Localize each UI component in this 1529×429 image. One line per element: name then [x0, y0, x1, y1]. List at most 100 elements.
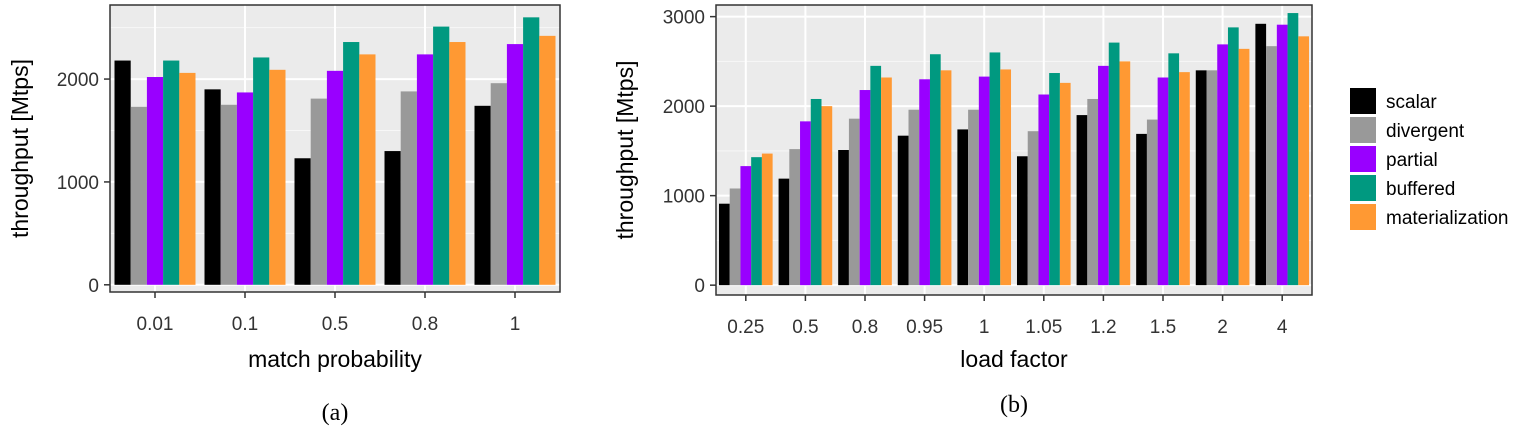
bar-scalar-2 [1195, 70, 1207, 286]
bar-buffered-1.2 [1108, 42, 1120, 286]
legend-key-divergent [1350, 117, 1376, 143]
y-axis-title: throughput [Mtps] [612, 61, 638, 240]
chart-a: 0 1000 2000 0.01 0.1 0.5 0.8 1 match probability… [7, 4, 561, 426]
bar-partial-2 [1217, 44, 1228, 286]
bar-partial-1.2 [1098, 65, 1109, 286]
bar-partial-4 [1276, 24, 1288, 286]
bar-buffered-0.8 [433, 26, 450, 285]
legend-key-scalar [1350, 88, 1376, 114]
bar-buffered-0.1 [253, 57, 270, 285]
x-tick-label-1: 1 [510, 314, 521, 335]
bar-materialization-2 [1238, 48, 1250, 286]
legend: scalar divergent partial buffered materializ… [1350, 88, 1509, 230]
bar-partial-0.8 [416, 54, 434, 285]
bar-divergent-1 [490, 83, 507, 285]
x-tick-label-0.95: 0.95 [906, 317, 943, 338]
bar-materialization-0.25 [761, 153, 773, 286]
legend-key-materialization [1350, 204, 1376, 230]
x-tick-label-1: 1 [979, 317, 990, 338]
y-tick-label: 0 [694, 276, 705, 297]
bar-materialization-1.5 [1179, 72, 1190, 286]
x-axis-title: load factor [960, 346, 1068, 372]
bar-divergent-0.95 [908, 109, 920, 286]
bar-scalar-0.95 [897, 135, 909, 286]
y-tick-label: 3000 [663, 8, 705, 29]
bar-materialization-0.95 [940, 70, 952, 286]
legend-label-buffered: buffered [1386, 179, 1455, 200]
x-axis-title: match probability [248, 346, 422, 372]
bar-partial-1.5 [1157, 77, 1169, 286]
bar-buffered-0.5 [810, 98, 822, 286]
bar-divergent-2 [1206, 70, 1218, 286]
bar-buffered-4 [1287, 13, 1299, 286]
x-tick-label-0.8: 0.8 [852, 317, 878, 338]
bar-divergent-1.2 [1087, 98, 1099, 286]
bar-materialization-0.8 [881, 77, 892, 286]
bar-partial-0.25 [740, 166, 752, 286]
bar-buffered-0.01 [163, 60, 180, 285]
bar-buffered-0.5 [343, 42, 360, 285]
bar-buffered-1 [989, 52, 1001, 286]
subfigure-caption: (b) [1000, 392, 1028, 418]
bar-materialization-0.01 [179, 72, 196, 285]
bar-divergent-0.8 [848, 118, 860, 286]
plot-border [715, 4, 1313, 296]
y-tick-label: 2000 [57, 70, 99, 91]
x-tick-label-0.8: 0.8 [412, 314, 438, 335]
legend-label-partial: partial [1386, 150, 1438, 171]
bar-scalar-1 [957, 129, 969, 286]
bar-divergent-0.01 [130, 106, 147, 285]
bar-materialization-1.05 [1059, 82, 1071, 286]
x-tick-label-2: 2 [1217, 317, 1228, 338]
bar-buffered-2 [1227, 27, 1239, 286]
legend-label-scalar: scalar [1386, 92, 1437, 113]
bar-buffered-0.8 [870, 65, 882, 286]
bar-scalar-1.05 [1016, 156, 1028, 286]
bar-scalar-1.5 [1136, 133, 1147, 286]
bar-materialization-1.2 [1119, 61, 1131, 286]
bar-scalar-0.25 [718, 203, 730, 286]
bar-scalar-1.2 [1076, 115, 1088, 286]
y-axis-title: throughput [Mtps] [7, 59, 33, 238]
y-tick-label: 1000 [57, 173, 99, 194]
bar-partial-1 [506, 44, 524, 285]
bar-partial-1.05 [1038, 94, 1050, 286]
bar-buffered-0.95 [929, 54, 941, 286]
bar-buffered-1.05 [1049, 73, 1060, 286]
bar-buffered-0.25 [751, 157, 762, 286]
bar-scalar-0.5 [778, 178, 790, 286]
x-tick-label-1.05: 1.05 [1025, 317, 1062, 338]
bar-partial-1 [978, 76, 990, 286]
bar-partial-0.1 [236, 92, 254, 285]
bar-scalar-4 [1255, 23, 1267, 286]
bar-scalar-1 [474, 105, 491, 285]
bar-divergent-1.05 [1027, 131, 1039, 286]
bar-divergent-1 [968, 109, 979, 286]
y-tick-label: 1000 [663, 187, 705, 208]
bar-scalar-0.01 [114, 60, 131, 285]
x-tick-label-0.5: 0.5 [322, 314, 348, 335]
bar-partial-0.8 [859, 90, 871, 286]
bar-partial-0.01 [146, 77, 164, 285]
bar-divergent-0.5 [789, 149, 801, 286]
bar-divergent-1.5 [1146, 119, 1158, 286]
legend-key-buffered [1350, 175, 1376, 201]
bar-materialization-1 [539, 35, 556, 285]
subfigure-caption: (a) [322, 400, 349, 426]
bar-divergent-0.5 [310, 98, 327, 285]
x-tick-label-0.25: 0.25 [727, 317, 764, 338]
bar-materialization-0.8 [449, 42, 466, 285]
bar-scalar-0.8 [384, 151, 401, 285]
legend-label-materialization: materialization [1386, 208, 1509, 229]
bar-partial-0.95 [919, 79, 930, 286]
y-tick-label: 2000 [663, 97, 705, 118]
bar-divergent-0.1 [220, 104, 237, 285]
bar-divergent-4 [1266, 46, 1277, 286]
x-tick-label-0.1: 0.1 [232, 314, 258, 335]
legend-label-divergent: divergent [1386, 121, 1465, 142]
bar-scalar-0.8 [838, 150, 849, 286]
bar-materialization-0.1 [269, 69, 286, 285]
x-tick-label-1.5: 1.5 [1150, 317, 1176, 338]
x-tick-label-0.5: 0.5 [792, 317, 818, 338]
